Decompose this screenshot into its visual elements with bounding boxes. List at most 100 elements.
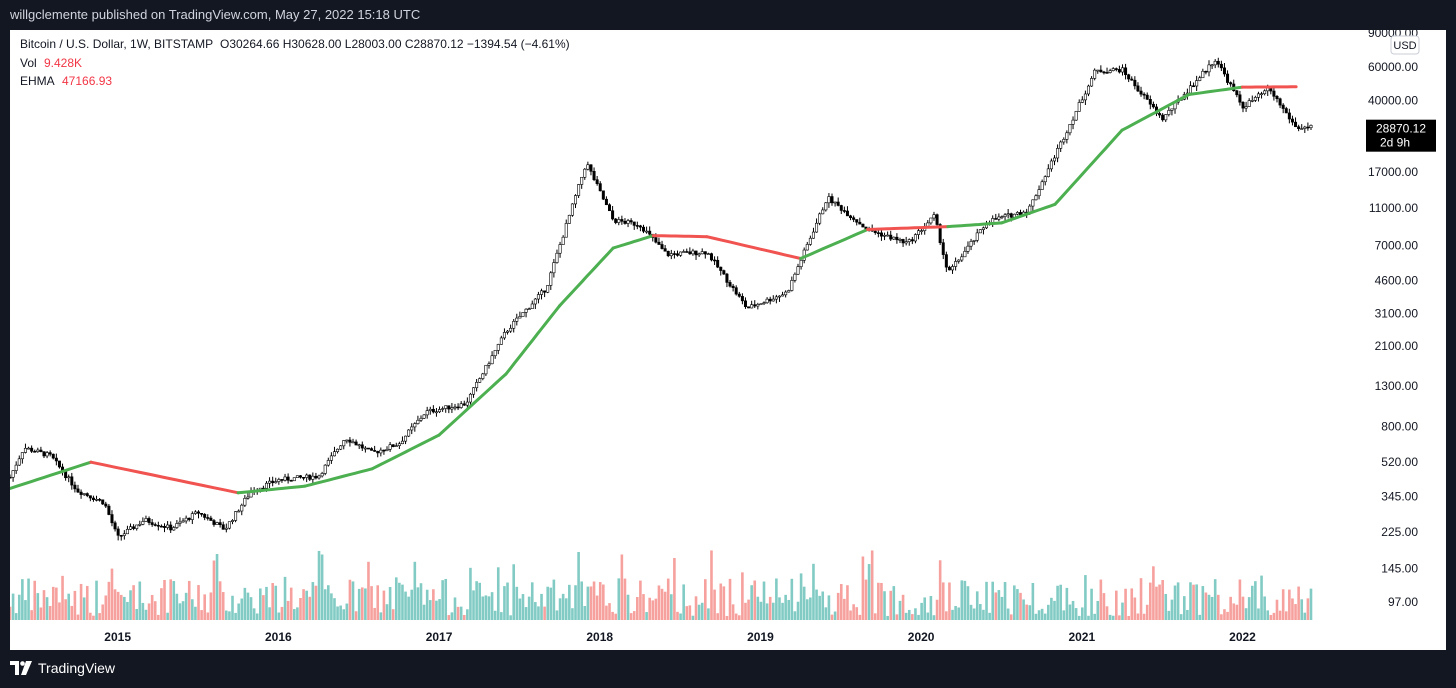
volume-bar [756,596,760,620]
candle-body [598,183,602,192]
volume-bar [836,592,840,620]
volume-bar [132,585,135,620]
volume-bar [1047,604,1050,620]
volume-bar [697,604,701,620]
candle-body [441,408,445,410]
volume-bar [1118,615,1121,620]
volume-bar [571,608,574,620]
ehma-segment [1053,128,1124,206]
price-axis[interactable]: 97.00 145.00 225.00 345.00 520.00 800.00 1300.… [1368,26,1419,609]
volume-bar [438,599,441,620]
volume-bar [376,585,380,620]
volume-bar [1121,602,1124,620]
candle-body [224,527,228,530]
volume-bar [1210,596,1214,620]
volume-bar [1300,599,1304,620]
candle-body [815,222,819,233]
volume-bar [487,596,491,620]
candle-body [45,452,49,457]
volume-bar [506,582,509,620]
volume-bar [580,581,583,620]
candle-body [632,221,636,226]
candle-body [1083,93,1087,101]
ehma-segment [866,225,950,231]
candle-body [184,517,188,522]
candle-body [1306,126,1310,129]
candle-body [574,195,578,205]
candle-body [274,481,278,484]
candle-body [833,201,837,204]
volume-bar [450,612,454,620]
volume-bar [1037,610,1041,620]
time-axis[interactable]: 2015 2016 2017 2018 2019 2020 2021 2022 [104,630,1256,644]
volume-bar [79,583,83,620]
candle-body [1148,99,1152,105]
volume-bar [175,593,179,620]
volume-bar [1013,585,1016,620]
candle-body [237,510,241,513]
volume-bar [778,597,781,620]
price-chart[interactable]: 97.00 145.00 225.00 345.00 520.00 800.00 1300.… [8,26,1446,650]
volume-bar [76,614,80,620]
currency-badge[interactable]: USD [1390,35,1420,55]
candle-body [1253,97,1257,101]
candle-body [552,262,556,274]
candle-body [79,491,83,495]
candle-body [397,443,401,446]
candle-body [1133,79,1137,87]
volume-bar [1294,604,1297,620]
candle-body [889,234,893,240]
candle-body [1031,199,1035,207]
candle-body [641,226,645,232]
candle-body [1222,67,1226,75]
volume-bar [843,598,846,620]
volume-bar [153,601,157,620]
volume-bar [1003,582,1007,620]
y-tick-label: 60000.00 [1368,60,1418,74]
candle-body [447,405,451,410]
candle-body [1000,216,1004,218]
volume-bar [286,600,290,620]
volume-bar [1142,613,1146,620]
candle-body [484,364,488,375]
volume-bar [750,585,753,620]
candle-body [1139,90,1143,95]
volume-bar [323,589,327,620]
candle-body [901,239,905,244]
candle-body [490,355,494,365]
candle-body [604,198,608,206]
volume-bar [456,606,460,620]
volume-bar [249,597,253,620]
y-tick-label: 1300.00 [1375,379,1419,393]
candle-body [280,479,284,481]
candle-body [1290,118,1294,123]
volume-bar [141,602,145,620]
volume-bar [929,595,933,620]
volume-bar [1269,614,1273,620]
candle-body [487,363,491,366]
candle-body [234,511,238,521]
volume-bar [271,583,274,620]
volume-bar [679,613,682,620]
volume-bar [339,605,342,620]
volume-bar [524,607,528,620]
volume-bar [1139,578,1143,620]
volume-bar [1241,596,1245,620]
candle-body [997,216,1001,220]
volume-bar [1009,614,1013,620]
legend-vol-label: Vol [20,56,37,70]
volume-bar [259,588,262,620]
ehma-segment [370,433,441,471]
volume-bar [1281,589,1285,620]
candle-body [1167,110,1171,115]
candle-body [73,484,77,490]
volume-bar [969,604,973,620]
chart-area[interactable]: 97.00 145.00 225.00 345.00 520.00 800.00 1300.… [8,26,1446,650]
volume-bar [407,596,410,620]
volume-bar [907,609,911,620]
volume-bar [737,615,741,620]
candle-body [722,270,726,275]
volume-bars [8,550,1313,620]
tradingview-logo[interactable]: TradingView [10,660,115,676]
candle-body [1198,77,1202,81]
